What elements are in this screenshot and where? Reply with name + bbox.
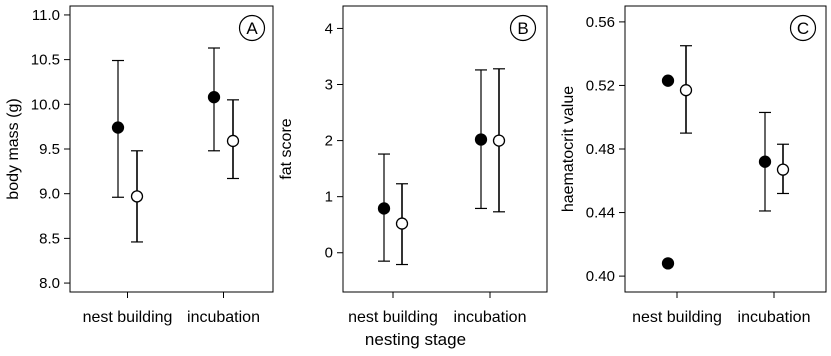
y-axis-title: haematocrit value <box>560 86 577 212</box>
open-point <box>226 134 240 148</box>
panel-a: 8.0 8.5 9.0 9.5 10.0 10.5 11.0 nest building inc… <box>5 5 274 326</box>
x-category-label: nest building <box>348 309 438 326</box>
filled-point <box>474 133 488 146</box>
filled-point <box>111 121 125 134</box>
filled-point <box>207 91 221 104</box>
x-category-label: nest building <box>632 309 722 326</box>
open-point <box>679 84 693 97</box>
y-axis-title: body mass (g) <box>5 98 22 199</box>
y-tick-label: 9.5 <box>39 141 60 158</box>
open-point <box>492 134 506 147</box>
y-tick-label: 0.44 <box>586 205 615 222</box>
shared-x-axis-title: nesting stage <box>364 330 467 349</box>
open-point <box>130 190 144 203</box>
panel-letter: B <box>517 19 528 38</box>
y-tick-label: 1 <box>325 189 333 206</box>
y-tick-label: 11.0 <box>32 7 60 24</box>
y-tick-label: 8.5 <box>39 230 60 247</box>
y-tick-label: 2 <box>325 133 333 150</box>
y-tick-label: 10.5 <box>31 52 60 69</box>
y-tick-label: 8.0 <box>39 275 60 292</box>
open-point <box>776 163 790 176</box>
panel-b: 0 1 2 3 4 nest building incubation fat score B <box>278 5 548 326</box>
outlier-point <box>661 257 675 270</box>
filled-point <box>377 202 391 215</box>
y-tick-label: 0.52 <box>586 77 615 94</box>
y-tick-label: 10.0 <box>31 96 60 113</box>
y-axis-title: fat score <box>278 118 295 179</box>
y-tick-label: 4 <box>325 20 333 37</box>
plot-frame <box>624 5 827 293</box>
y-tick-label: 9.0 <box>39 186 60 203</box>
x-category-label: incubation <box>738 309 811 326</box>
y-tick-label: 3 <box>325 77 333 94</box>
panel-letter-circle <box>238 14 266 42</box>
panel-letter: A <box>246 19 258 38</box>
x-category-label: incubation <box>454 309 527 326</box>
y-tick-label: 0.48 <box>586 141 615 158</box>
panel-letter-circle <box>509 14 537 42</box>
panel-letter-circle <box>789 14 817 42</box>
plot-frame <box>342 5 548 293</box>
open-point <box>395 217 409 230</box>
filled-point <box>661 74 675 87</box>
y-tick-label: 0.40 <box>586 268 615 285</box>
x-category-label: nest building <box>83 309 173 326</box>
y-tick-label: 0.56 <box>586 14 615 31</box>
plot-frame <box>69 5 274 293</box>
y-tick-label: 0 <box>325 245 333 262</box>
x-category-label: incubation <box>187 309 260 326</box>
panel-c: 0.40 0.44 0.48 0.52 0.56 nest building incubat… <box>560 5 827 326</box>
filled-point <box>758 155 772 168</box>
panel-letter: C <box>797 19 809 38</box>
